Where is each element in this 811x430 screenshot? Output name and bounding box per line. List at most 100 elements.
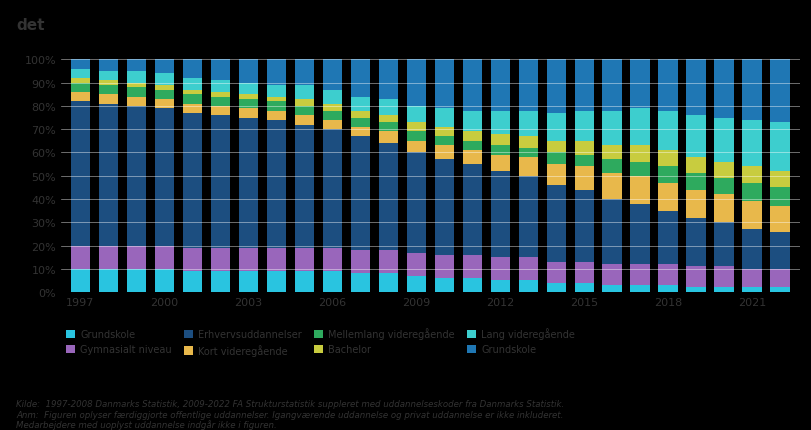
Bar [406, 132, 426, 141]
Bar [71, 102, 90, 246]
Bar [574, 283, 594, 292]
Bar [266, 60, 285, 86]
Bar [741, 288, 761, 292]
Bar [741, 202, 761, 230]
Bar [99, 269, 118, 292]
Bar [266, 97, 285, 102]
Bar [127, 107, 146, 246]
Bar [462, 132, 482, 141]
Bar [518, 60, 538, 111]
Bar [350, 118, 370, 128]
Bar [602, 286, 621, 292]
Bar [574, 111, 594, 141]
Bar [99, 72, 118, 81]
Bar [406, 153, 426, 253]
Bar [294, 100, 314, 107]
Bar [378, 123, 397, 132]
Bar [182, 79, 202, 90]
Bar [462, 279, 482, 292]
Bar [658, 111, 677, 151]
Bar [127, 97, 146, 107]
Bar [685, 288, 706, 292]
Bar [266, 248, 285, 271]
Bar [770, 232, 789, 269]
Bar [658, 264, 677, 286]
Bar [434, 255, 453, 279]
Bar [322, 104, 341, 111]
Bar [378, 116, 397, 123]
Bar [210, 60, 230, 81]
Bar [127, 88, 146, 97]
Bar [770, 206, 789, 232]
Bar [210, 97, 230, 107]
Bar [294, 116, 314, 125]
Bar [99, 86, 118, 95]
Bar [546, 60, 565, 114]
Bar [629, 146, 650, 163]
Bar [546, 262, 565, 283]
Bar [378, 60, 397, 100]
Bar [490, 258, 509, 281]
Bar [406, 276, 426, 292]
Bar [714, 163, 733, 178]
Bar [714, 223, 733, 267]
Bar [378, 132, 397, 144]
Bar [770, 188, 789, 206]
Bar [238, 248, 258, 271]
Bar [490, 172, 509, 258]
Bar [490, 135, 509, 146]
Bar [350, 137, 370, 251]
Bar [71, 269, 90, 292]
Bar [378, 274, 397, 292]
Bar [714, 118, 733, 163]
Bar [322, 248, 341, 271]
Bar [574, 167, 594, 190]
Bar [406, 107, 426, 123]
Bar [741, 183, 761, 202]
Bar [322, 111, 341, 120]
Bar [127, 83, 146, 88]
Text: Kilde:  1997-2008 Danmarks Statistik, 2009-2022 FA Strukturstatistik suppleret m: Kilde: 1997-2008 Danmarks Statistik, 200… [16, 399, 564, 408]
Bar [266, 271, 285, 292]
Bar [574, 141, 594, 155]
Bar [238, 118, 258, 248]
Bar [378, 251, 397, 274]
Bar [434, 160, 453, 255]
Bar [462, 111, 482, 132]
Bar [322, 130, 341, 248]
Bar [546, 165, 565, 186]
Bar [770, 60, 789, 123]
Bar [629, 204, 650, 264]
Bar [154, 60, 174, 74]
Bar [546, 153, 565, 165]
Bar [714, 267, 733, 288]
Bar [434, 60, 453, 109]
Bar [322, 60, 341, 90]
Bar [266, 111, 285, 120]
Bar [574, 190, 594, 262]
Bar [99, 60, 118, 72]
Bar [266, 102, 285, 111]
Bar [294, 107, 314, 116]
Bar [741, 60, 761, 120]
Bar [462, 60, 482, 111]
Bar [71, 93, 90, 102]
Bar [434, 128, 453, 137]
Bar [434, 279, 453, 292]
Bar [350, 128, 370, 137]
Bar [71, 246, 90, 269]
Bar [714, 195, 733, 223]
Bar [210, 116, 230, 248]
Bar [770, 269, 789, 288]
Bar [741, 230, 761, 269]
Bar [602, 160, 621, 174]
Bar [350, 97, 370, 111]
Bar [462, 255, 482, 279]
Bar [714, 288, 733, 292]
Bar [490, 146, 509, 155]
Bar [658, 151, 677, 167]
Legend: Grundskole, Gymnasialt niveau, Erhvervsuddannelser, Kort videregående, Mellemlan: Grundskole, Gymnasialt niveau, Erhvervsu… [66, 327, 574, 356]
Bar [685, 158, 706, 174]
Bar [350, 274, 370, 292]
Bar [770, 288, 789, 292]
